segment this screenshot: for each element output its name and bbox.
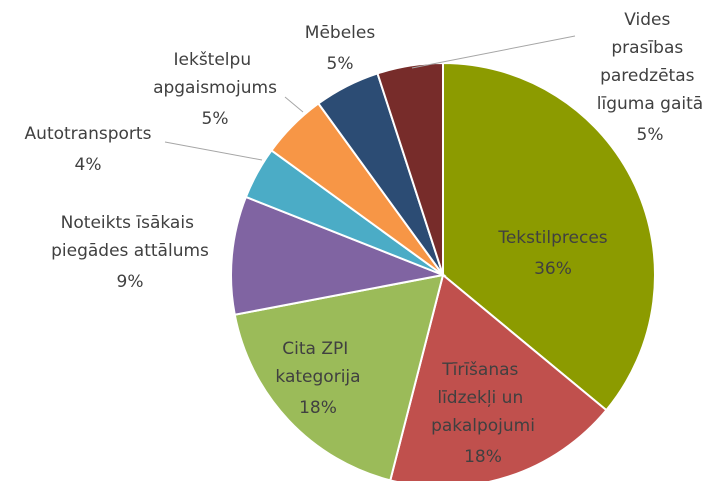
label-line: Cita ZPI xyxy=(282,339,353,359)
value-label: 5% xyxy=(327,54,354,74)
slice-label: Noteikts īsākais piegādes attālums xyxy=(51,213,209,261)
value-label: 36% xyxy=(534,259,572,279)
leader-line xyxy=(411,35,576,69)
value-label: 4% xyxy=(75,155,102,175)
slice-label: Vides prasības paredzētas līguma gaitā xyxy=(597,10,703,114)
value-label: 5% xyxy=(637,125,664,145)
label-line: Tekstilpreces xyxy=(497,228,607,248)
slice-label: Iekštelpu apgaismojums xyxy=(153,50,277,98)
value-label: 18% xyxy=(464,447,502,467)
label-line: prasības xyxy=(611,38,688,58)
label-line: līdzekļi un xyxy=(437,388,528,408)
label-line: paredzētas xyxy=(600,66,700,86)
label-line: Autotransports xyxy=(25,124,152,144)
leader-line xyxy=(284,96,304,113)
label-line: līguma gaitā xyxy=(597,94,703,114)
label-line: Mēbeles xyxy=(305,23,376,43)
pie-slice xyxy=(230,195,447,316)
label-line: Iekštelpu xyxy=(174,50,257,70)
value-label: 9% xyxy=(117,272,144,292)
slice-label: Mēbeles xyxy=(305,23,376,43)
label-line: apgaismojums xyxy=(153,78,277,98)
slice-label: Cita ZPI kategorija xyxy=(275,339,360,387)
slice-label: Tīrīšanas līdzekļi un pakalpojumi xyxy=(431,360,535,436)
label-line: Tīrīšanas xyxy=(441,360,524,380)
label-line: pakalpojumi xyxy=(431,416,535,436)
pie-slice xyxy=(442,61,656,412)
leader-line xyxy=(164,141,263,161)
value-label: 18% xyxy=(299,398,337,418)
value-label: 5% xyxy=(202,109,229,129)
slice-label: Autotransports xyxy=(25,124,152,144)
label-line: kategorija xyxy=(275,367,360,387)
pie-slice xyxy=(389,273,608,481)
pie-slice xyxy=(376,61,444,276)
label-line: Noteikts īsākais xyxy=(61,213,200,233)
label-line: Vides xyxy=(624,10,676,30)
label-line: piegādes attālums xyxy=(51,241,209,261)
slice-label: Tekstilpreces xyxy=(497,228,607,248)
pie-slice xyxy=(233,273,445,481)
